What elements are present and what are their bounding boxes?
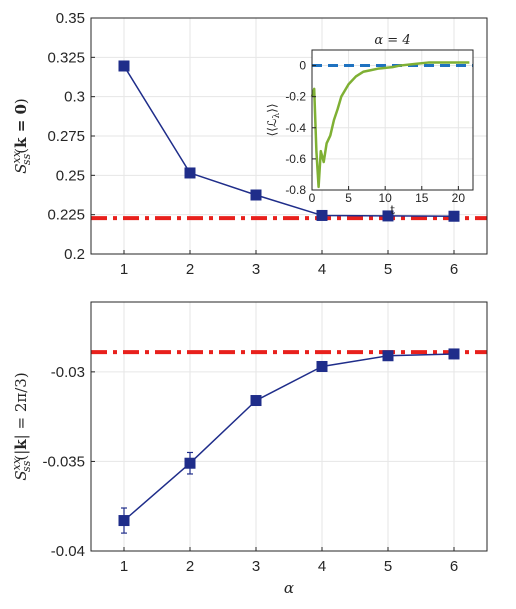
top-tick-labels: 1 2 3 4 5 6 0.2 0.225 0.25 0.275 0.3 0.325 0.35 [47,10,458,278]
inset-y-axis-label: ⟨⟨ℒλ⟩⟩ [265,103,282,136]
inset-xtick-label: 15 [415,191,429,205]
bottom-axes-frame [90,301,488,552]
bottom-panel: 1 2 3 4 5 6 -0.04 -0.035 -0.03 α Sxxss(|k| = 2π/… [10,301,488,597]
bottom-tick-labels: 1 2 3 4 5 6 -0.04 -0.035 -0.03 [42,364,458,575]
bot-data-point [118,515,130,527]
inset-x-axis-label: t [390,203,395,217]
top-ytick-label: 0.35 [56,10,85,27]
top-ytick-label: 0.25 [56,167,85,184]
top-xtick-label: 2 [186,261,194,278]
top-data-point [448,210,460,222]
bot-ytick-label: -0.03 [51,364,85,381]
top-xtick-label: 5 [384,261,392,278]
inset-xtick-label: 5 [345,191,352,205]
top-y-axis-label: Sxxss(k = 0) [10,98,33,174]
bot-ytick-label: -0.035 [42,453,85,470]
top-ytick-label: 0.225 [47,207,85,224]
top-ytick-label: 0.3 [64,89,85,106]
inset-series [310,61,470,189]
inset-ytick-label: -0.2 [285,90,306,104]
top-series [118,60,460,222]
bottom-x-axis-label: α [284,579,294,597]
bot-ytick-label: -0.04 [51,543,85,560]
top-xtick-label: 4 [318,261,326,278]
bot-xtick-label: 5 [384,558,392,575]
inset-ytick-label: -0.8 [285,183,306,197]
top-series-line [123,65,455,217]
bot-data-point [382,350,394,362]
bottom-series [118,348,460,534]
bot-data-point [184,457,196,469]
top-data-point [118,60,130,72]
bot-xtick-label: 2 [186,558,194,575]
inset-axes-frame [311,49,474,191]
top-data-point [382,210,394,222]
inset-xtick-label: 0 [309,191,316,205]
inset-panel: 0 5 10 15 20 -0.8 -0.6 -0.4 -0.2 0 α = 4 t ⟨⟨ℒλ⟩⟩ [265,33,474,217]
top-xtick-label: 6 [450,261,458,278]
inset-ytick-label: -0.6 [285,152,306,166]
top-data-point [316,209,328,221]
inset-tick-labels: 0 5 10 15 20 -0.8 -0.6 -0.4 -0.2 0 [285,59,465,205]
inset-ytick-label: -0.4 [285,121,306,135]
top-data-point [250,189,262,201]
top-ytick-label: 0.325 [47,49,85,66]
bot-data-point [250,395,262,407]
inset-title: α = 4 [374,33,410,48]
bot-data-point [448,348,460,360]
bottom-plot-area [91,302,487,551]
bot-xtick-label: 6 [450,558,458,575]
bot-xtick-label: 1 [120,558,128,575]
inset-plot-area [312,50,473,190]
inset-series-line [310,61,470,189]
top-data-point [184,167,196,179]
bottom-y-axis-label: Sxxss(|k| = 2π/3) [10,372,33,480]
inset-xtick-label: 20 [452,191,466,205]
inset-ytick-label: 0 [299,59,306,73]
top-xtick-label: 3 [252,261,260,278]
top-ytick-label: 0.2 [64,246,85,263]
bot-xtick-label: 3 [252,558,260,575]
inset-xtick-label: 10 [379,191,393,205]
bot-data-point [316,360,328,372]
top-ytick-label: 0.275 [47,128,85,145]
bot-xtick-label: 4 [318,558,326,575]
bot-series-line [123,353,455,522]
top-xtick-label: 1 [120,261,128,278]
